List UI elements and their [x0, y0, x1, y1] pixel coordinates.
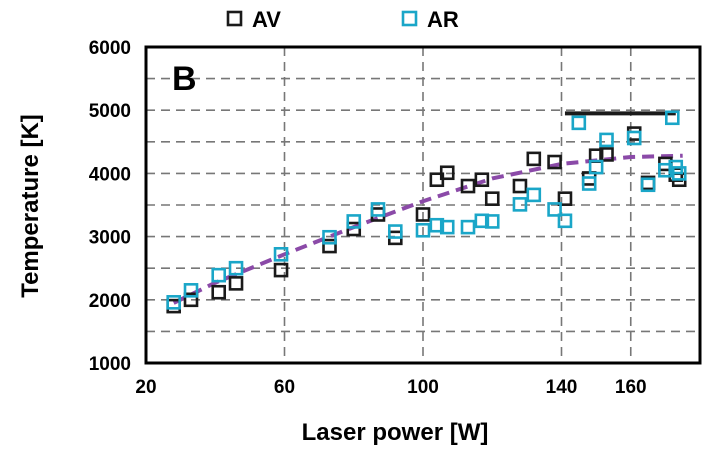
y-axis-title: Temperature [K]	[17, 114, 44, 298]
x-axis-title: Laser power [W]	[302, 419, 489, 446]
point-av	[474, 172, 490, 188]
legend: AV AR	[226, 7, 459, 32]
point-av	[211, 284, 227, 300]
point-ar	[183, 283, 199, 298]
x-tick-label: 160	[615, 377, 647, 398]
legend-label-ar: AR	[427, 7, 459, 32]
point-av	[322, 238, 337, 254]
point-ar	[599, 132, 614, 148]
point-av	[183, 292, 199, 308]
point-ar	[429, 217, 445, 233]
point-av	[439, 165, 455, 181]
point-ar	[484, 214, 500, 229]
point-ar	[581, 176, 597, 191]
point-ar	[211, 267, 227, 283]
point-ar	[322, 229, 337, 245]
point-av	[460, 178, 476, 194]
point-ar	[640, 177, 656, 193]
point-ar	[387, 224, 403, 239]
point-ar	[664, 110, 680, 126]
y-tick-labels: 1000 2000 3000 4000 5000 6000	[89, 38, 131, 375]
y-tick-label: 2000	[89, 291, 131, 312]
point-ar	[415, 222, 431, 238]
x-tick-label: 60	[274, 377, 295, 398]
point-av	[547, 154, 562, 170]
point-av	[228, 276, 244, 291]
legend-label-av: AV	[252, 7, 281, 32]
legend-marker-av	[226, 10, 243, 27]
point-ar	[346, 214, 362, 229]
point-av	[526, 151, 542, 167]
x-tick-labels: 20 60 100 140 160	[135, 377, 646, 398]
point-ar	[557, 213, 573, 229]
point-ar	[460, 219, 476, 235]
point-av	[557, 191, 573, 206]
legend-marker-ar	[401, 10, 418, 27]
point-ar	[228, 260, 244, 276]
point-ar	[370, 202, 386, 217]
x-tick-label: 140	[546, 377, 578, 398]
point-ar	[526, 187, 542, 203]
y-tick-label: 3000	[89, 228, 131, 249]
x-tick-label: 20	[135, 377, 156, 398]
point-ar	[671, 166, 687, 181]
point-av	[273, 262, 289, 278]
points-layer	[166, 110, 687, 314]
point-av	[512, 178, 528, 194]
point-av	[484, 191, 500, 206]
panel-label: B	[172, 60, 197, 98]
point-ar	[571, 115, 587, 131]
point-ar	[166, 295, 181, 310]
point-ar	[588, 159, 604, 175]
y-tick-label: 4000	[89, 164, 131, 185]
point-av	[415, 207, 431, 222]
point-ar	[439, 219, 455, 235]
point-ar	[626, 130, 642, 146]
point-ar	[474, 213, 490, 229]
plot-area	[144, 45, 702, 365]
point-ar	[658, 162, 673, 178]
point-av	[599, 147, 614, 162]
x-tick-label: 100	[407, 377, 439, 398]
grid	[146, 47, 700, 363]
y-tick-label: 1000	[89, 354, 131, 375]
point-ar	[273, 246, 289, 262]
point-av	[346, 221, 362, 237]
y-tick-label: 6000	[89, 38, 131, 59]
point-ar	[512, 197, 528, 212]
y-tick-label: 5000	[89, 101, 131, 122]
point-ar	[547, 202, 562, 217]
